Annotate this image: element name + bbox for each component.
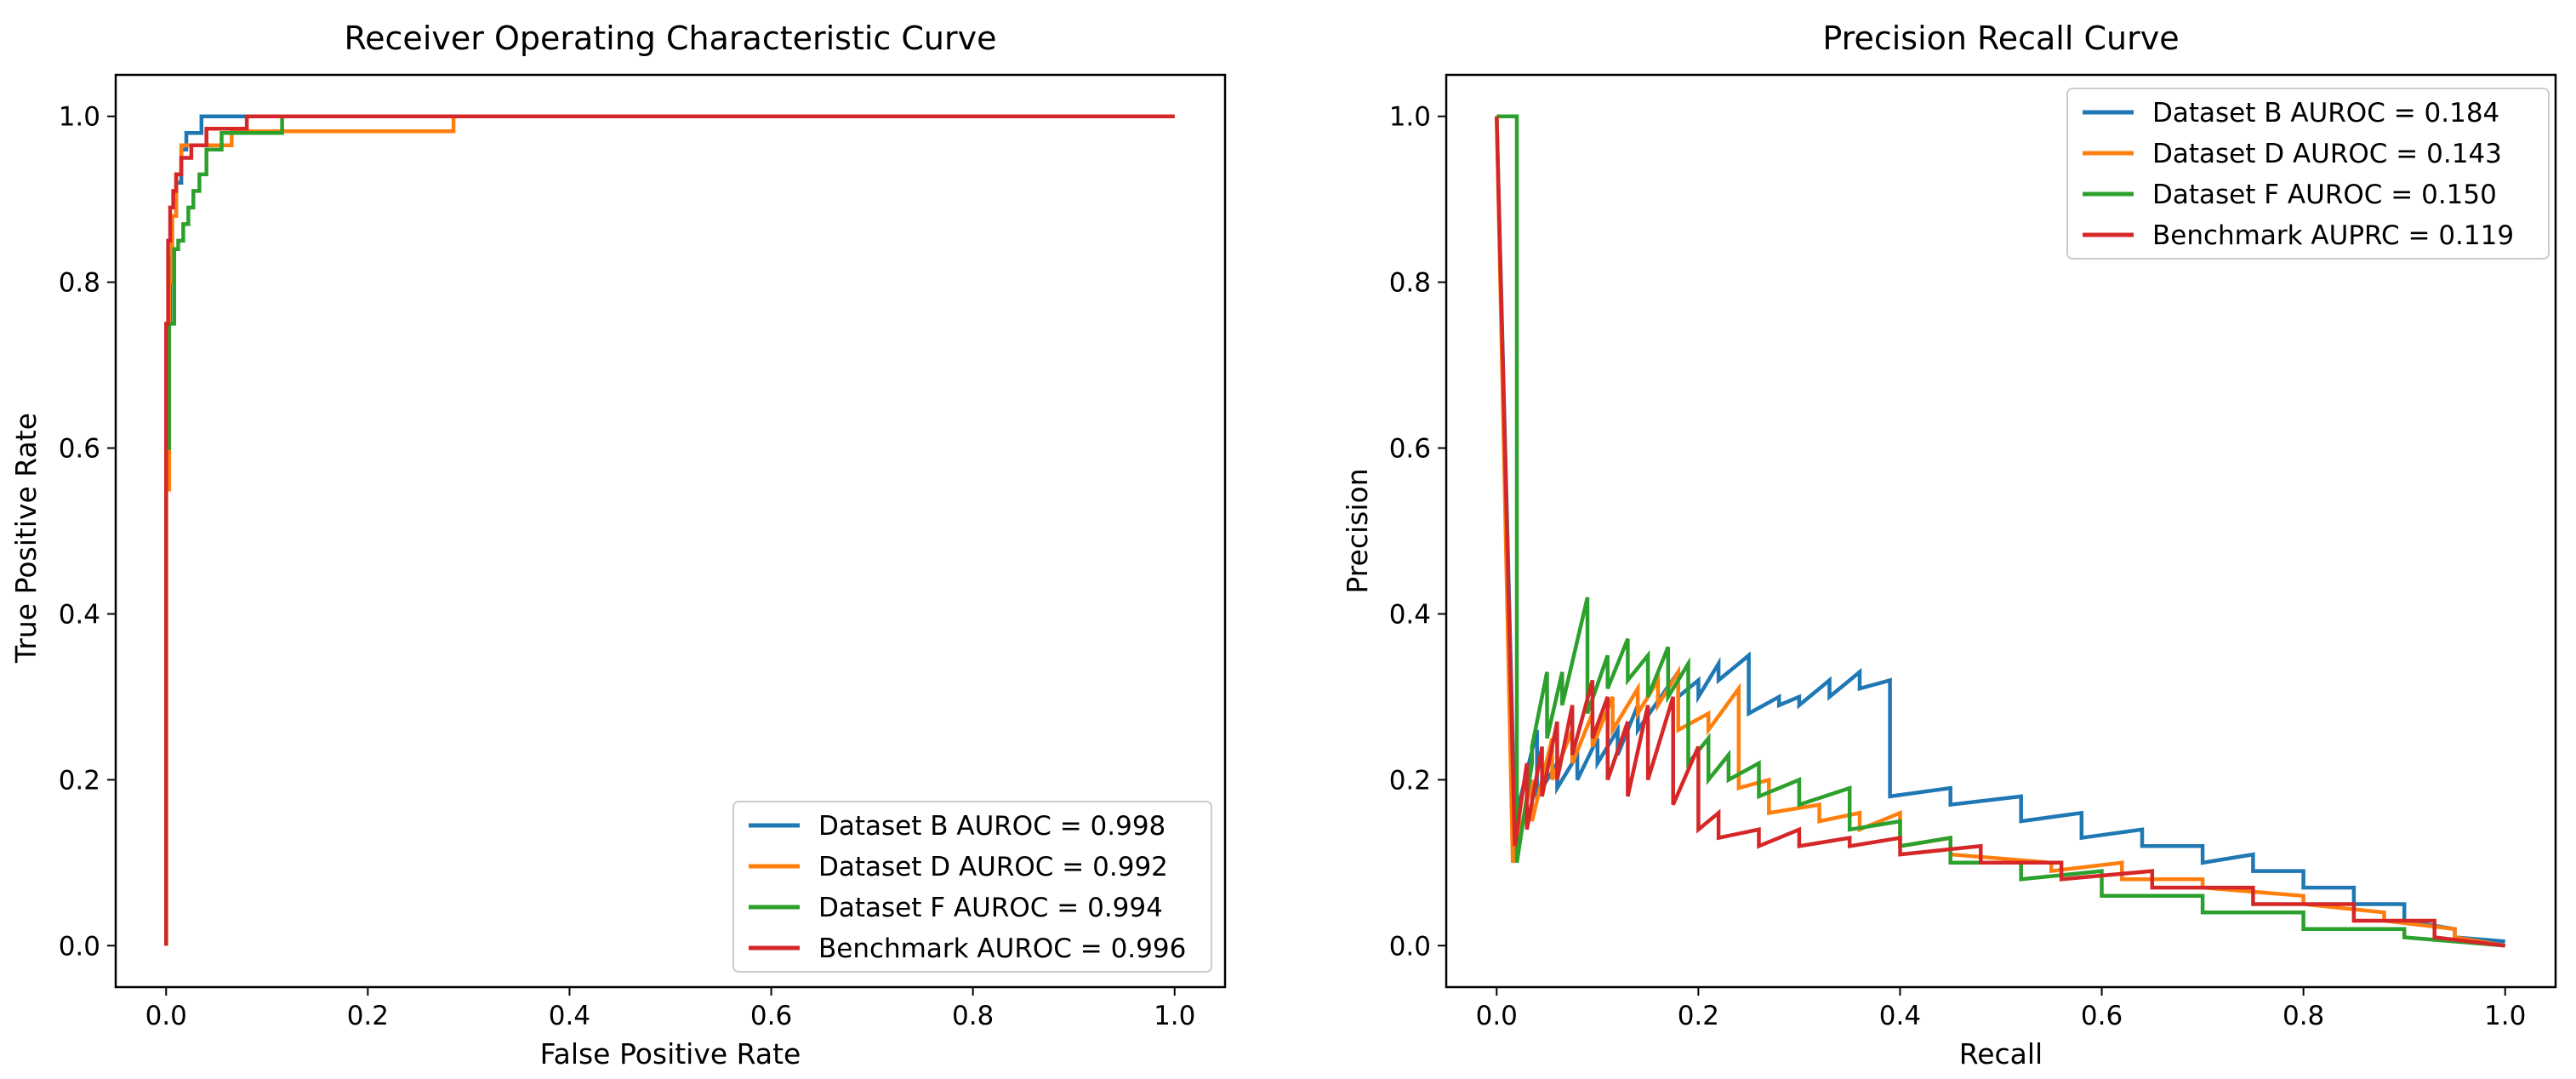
pr-series-lines [1495,114,2506,948]
pr-y-tick-label: 0.0 [1389,931,1431,962]
pr-x-tick-label: 0.6 [2081,1001,2123,1031]
roc-legend-box [732,801,1212,973]
pr-x-tick-label: 0.2 [1678,1001,1719,1031]
roc-y-ticks: 0.0 0.2 0.4 0.6 0.8 1.0 [59,102,116,962]
pr-legend-box [2066,88,2550,260]
roc-axes-frame [114,73,1227,989]
pr-legend-label-0: Dataset B AUROC = 0.184 [2152,98,2499,128]
pr-y-tick-label: 0.2 [1389,765,1431,796]
roc-y-tick-label: 0.2 [59,765,100,796]
roc-y-tick-label: 0.0 [59,931,100,962]
roc-legend-label-0: Dataset B AUROC = 0.998 [818,811,1165,842]
roc-legend: Dataset B AUROC = 0.998 Dataset D AUROC … [732,801,1212,973]
pr-legend: Dataset B AUROC = 0.184 Dataset D AUROC … [2066,88,2550,260]
pr-series-line-2 [1496,114,2505,948]
roc-x-tick-label: 0.0 [145,1001,187,1031]
roc-x-tick-label: 1.0 [1154,1001,1195,1031]
roc-legend-label-3: Benchmark AUROC = 0.996 [818,933,1186,964]
pr-y-tick-label: 1.0 [1389,102,1431,133]
pr-series-line-1 [1495,116,2506,948]
roc-x-tick-label: 0.6 [750,1001,792,1031]
pr-y-tick-label: 0.6 [1389,434,1431,465]
roc-y-tick-label: 0.6 [59,434,100,465]
roc-y-tick-label: 0.4 [59,599,100,630]
roc-y-tick-label: 0.8 [59,268,100,299]
roc-x-tick-label: 0.2 [347,1001,389,1031]
roc-legend-label-2: Dataset F AUROC = 0.994 [818,893,1163,923]
roc-y-tick-label: 1.0 [59,102,100,133]
pr-x-tick-label: 1.0 [2484,1001,2526,1031]
roc-y-axis-label: True Positive Rate [9,413,43,664]
pr-legend-label-1: Dataset D AUROC = 0.143 [2152,139,2502,169]
pr-y-tick-label: 0.8 [1389,268,1431,299]
roc-panel: Receiver Operating Characteristic Curve … [9,20,1227,1070]
roc-x-tick-label: 0.8 [952,1001,994,1031]
pr-x-tick-label: 0.8 [2282,1001,2324,1031]
pr-x-ticks: 0.0 0.2 0.4 0.6 0.8 1.0 [1476,987,2526,1031]
pr-chart-title: Precision Recall Curve [1822,20,2179,57]
roc-series-lines [164,114,1175,946]
pr-x-axis-label: Recall [1959,1037,2043,1070]
roc-legend-label-1: Dataset D AUROC = 0.992 [818,852,1168,882]
pr-legend-label-2: Dataset F AUROC = 0.150 [2152,180,2497,210]
pr-series-line-0 [1495,116,2505,944]
roc-x-tick-label: 0.4 [549,1001,590,1031]
roc-x-ticks: 0.0 0.2 0.4 0.6 0.8 1.0 [145,987,1195,1031]
pr-series-line-3 [1495,116,2505,948]
pr-panel: Precision Recall Curve Recall Precision … [1341,20,2557,1070]
roc-x-axis-label: False Positive Rate [540,1037,801,1070]
pr-legend-label-3: Benchmark AUPRC = 0.119 [2152,220,2514,251]
roc-series-line-3 [164,114,1175,946]
pr-y-ticks: 0.0 0.2 0.4 0.6 0.8 1.0 [1389,102,1446,962]
pr-y-tick-label: 0.4 [1389,599,1431,630]
pr-axes-frame [1445,73,2557,989]
pr-x-tick-label: 0.0 [1476,1001,1518,1031]
pr-y-axis-label: Precision [1341,468,1374,593]
roc-series-line-2 [164,114,1175,946]
pr-x-tick-label: 0.4 [1879,1001,1921,1031]
roc-chart-title: Receiver Operating Characteristic Curve [344,20,996,57]
